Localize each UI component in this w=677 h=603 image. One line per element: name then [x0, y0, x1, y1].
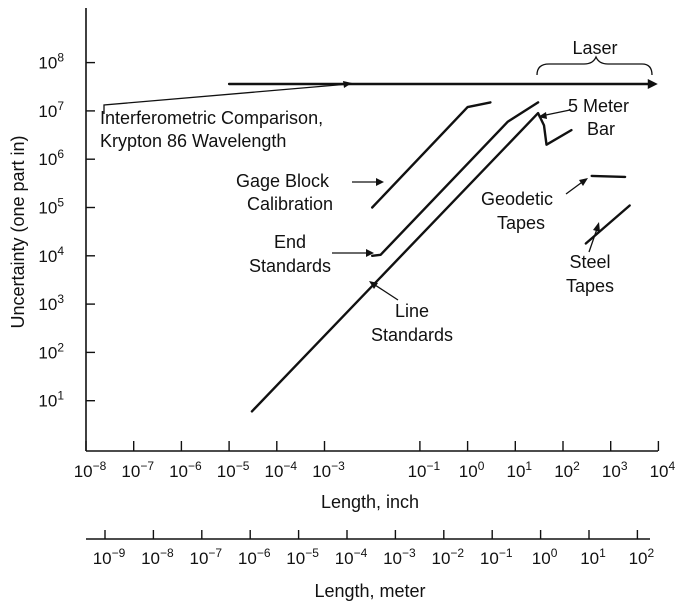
meter-tick-label: 10−8 [141, 546, 174, 568]
x-tick-label: 10−6 [169, 459, 202, 481]
5-meter-arrowhead-icon [538, 112, 547, 119]
x-tick-label: 10−7 [121, 459, 154, 481]
x-axis-title: Length, inch [321, 492, 419, 512]
y-tick-label: 108 [38, 51, 64, 73]
laser-bracket [536, 55, 653, 76]
meter-tick-label: 10−7 [189, 546, 222, 568]
series-line-5 [590, 174, 627, 179]
x-tick-label: 104 [650, 459, 676, 481]
series-group [227, 79, 658, 413]
x-tick-label: 100 [459, 459, 485, 481]
x-tick-label: 10−5 [217, 459, 250, 481]
geodetic-label-line2: Tapes [497, 213, 545, 233]
line-standards-label-line1: Line [395, 301, 429, 321]
gage-block-label-line1: Gage Block [236, 171, 330, 191]
series-line-2 [371, 101, 492, 209]
y-tick-label: 101 [38, 389, 64, 411]
steel-tapes-arrowhead-icon [593, 222, 600, 232]
gage-block-label-line2: Calibration [247, 194, 333, 214]
meter-tick-label: 10−5 [286, 546, 319, 568]
series-line-3 [371, 101, 540, 257]
meter-tick-label: 10−6 [238, 546, 271, 568]
interferometric-label-line2: Krypton 86 Wavelength [100, 131, 286, 151]
x-tick-label: 10−3 [312, 459, 345, 481]
y-tick-label: 103 [38, 292, 64, 314]
interferometric-label-line1: Interferometric Comparison, [100, 108, 323, 128]
x-tick-label: 10−4 [264, 459, 297, 481]
y-tick-label: 104 [38, 244, 64, 266]
interferometric-arrow [103, 83, 350, 114]
meter-axis-ticks: 10−9 10−8 10−7 10−6 10−5 10−4 10−3 10−2 10−1 100 1… [86, 530, 655, 568]
steel-tapes-label-line1: Steel [569, 252, 610, 272]
x-tick-label: 101 [506, 459, 532, 481]
geodetic-label-line1: Geodetic [481, 189, 553, 209]
line-standards-label-line2: Standards [371, 325, 453, 345]
y-tick-label: 105 [38, 196, 64, 218]
meter-tick-label: 101 [580, 546, 606, 568]
5-meter-label-line1: 5 Meter [568, 96, 629, 116]
meter-tick-label: 10−4 [335, 546, 368, 568]
meter-tick-label: 10−9 [93, 546, 126, 568]
x-tick-label: 10−1 [408, 459, 441, 481]
geodetic-arrowhead-icon [579, 178, 588, 186]
laser-arrowhead-icon [647, 79, 658, 90]
y-tick-label: 107 [38, 99, 64, 121]
y-tick-label: 106 [38, 147, 64, 169]
leader-arrows [103, 81, 600, 301]
interferometric-arrowhead-icon [343, 81, 352, 88]
x-tick-label: 103 [602, 459, 628, 481]
meter-tick-label: 10−2 [431, 546, 464, 568]
x-ticks: 10−8 10−7 10−6 10−5 10−4 10−3 10−1 100 101 102 103… [74, 441, 676, 481]
end-standards-arrowhead-icon [366, 249, 374, 257]
line-standards-arrowhead-icon [369, 281, 378, 289]
end-standards-label-line2: Standards [249, 256, 331, 276]
x-tick-label: 10−8 [74, 459, 107, 481]
line-standards-arrow [371, 282, 399, 301]
gage-block-arrowhead-icon [376, 178, 384, 186]
meter-tick-label: 10−3 [383, 546, 416, 568]
5-meter-label-line2: Bar [587, 119, 615, 139]
steel-tapes-label-line2: Tapes [566, 276, 614, 296]
series-line-4 [250, 111, 573, 413]
laser-label: Laser [572, 38, 617, 58]
meter-tick-label: 100 [532, 546, 558, 568]
meter-axis-title: Length, meter [314, 581, 425, 601]
meter-tick-label: 10−1 [480, 546, 513, 568]
meter-tick-label: 102 [629, 546, 655, 568]
x-tick-label: 102 [554, 459, 580, 481]
series-line-6 [584, 204, 631, 245]
end-standards-label-line1: End [274, 232, 306, 252]
y-axis-title: Uncertainty (one part in) [8, 135, 28, 328]
y-tick-label: 102 [38, 340, 64, 362]
